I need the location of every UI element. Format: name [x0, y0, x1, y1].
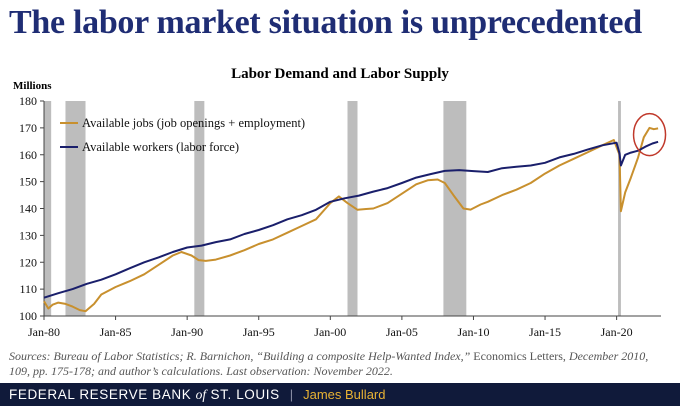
- legend-swatch-workers: [60, 146, 78, 148]
- recession-band-4: [443, 101, 467, 316]
- chart-title: Labor Demand and Labor Supply: [231, 66, 449, 82]
- x-tick-label-Jan-05: Jan-05: [386, 325, 418, 339]
- footer-separator: |: [289, 387, 294, 402]
- legend-label-workers: Available workers (labor force): [82, 139, 239, 154]
- y-tick-label-150: 150: [19, 175, 37, 189]
- recession-band-1: [65, 101, 86, 316]
- series-line-available-workers: [43, 140, 659, 299]
- recession-band-2: [194, 101, 205, 316]
- legend-label-jobs: Available jobs (job openings + employmen…: [82, 115, 306, 130]
- legend-item-jobs: Available jobs (job openings + employmen…: [60, 111, 305, 135]
- x-tick-label-Jan-95: Jan-95: [243, 325, 275, 339]
- chart-annotations: [632, 112, 667, 157]
- bank-name-post: ST. LOUIS: [210, 386, 280, 402]
- y-tick-label-110: 110: [19, 282, 37, 296]
- chart-axes: 100 110 120 130 140 150 160 170 180 Jan-80 Jan-85 J…: [19, 94, 661, 339]
- y-tick-label-140: 140: [19, 202, 37, 216]
- source-journal: Economics Letters,: [473, 349, 566, 363]
- y-tick-label-120: 120: [19, 255, 37, 269]
- highlight-circle-0: [632, 112, 667, 157]
- x-tick-label-Jan-20: Jan-20: [601, 325, 633, 339]
- chart-legend: Available jobs (job openings + employmen…: [60, 111, 305, 159]
- source-lead: Sources: Bureau of Labor Statistics; R. …: [9, 349, 471, 363]
- legend-item-workers: Available workers (labor force): [60, 135, 305, 159]
- recession-band-3: [347, 101, 358, 316]
- x-tick-label-Jan-85: Jan-85: [100, 325, 132, 339]
- speaker-name: James Bullard: [303, 387, 386, 402]
- y-tick-label-160: 160: [19, 148, 37, 162]
- y-tick-label-180: 180: [19, 94, 37, 108]
- x-tick-label-Jan-80: Jan-80: [28, 325, 60, 339]
- legend-swatch-jobs: [60, 122, 78, 124]
- source-tail: December 2010, 109, pp. 175-178; and aut…: [9, 349, 649, 378]
- recession-band-5: [618, 101, 621, 316]
- bank-name: FEDERAL RESERVE BANK of ST. LOUIS: [9, 387, 280, 403]
- y-tick-label-100: 100: [19, 309, 37, 323]
- y-axis-unit-label: Millions: [13, 80, 52, 92]
- source-note: Sources: Bureau of Labor Statistics; R. …: [9, 349, 669, 379]
- recession-shading: [44, 101, 621, 316]
- slide-title: The labor market situation is unpreceden…: [9, 4, 642, 41]
- bank-name-of: of: [195, 386, 207, 402]
- x-tick-label-Jan-15: Jan-15: [529, 325, 561, 339]
- x-tick-label-Jan-10: Jan-10: [457, 325, 489, 339]
- chart-lines: [43, 126, 659, 313]
- footer-bar: FEDERAL RESERVE BANK of ST. LOUIS | Jame…: [0, 383, 680, 406]
- bank-name-pre: FEDERAL RESERVE BANK: [9, 386, 192, 402]
- x-tick-label-Jan-90: Jan-90: [171, 325, 203, 339]
- line-chart: 100 110 120 130 140 150 160 170 180 Jan-80 Jan-85 J…: [19, 94, 667, 339]
- y-tick-label-130: 130: [19, 228, 37, 242]
- x-tick-label-Jan-00: Jan-00: [314, 325, 346, 339]
- y-tick-label-170: 170: [19, 121, 37, 135]
- recession-band-0: [44, 101, 52, 316]
